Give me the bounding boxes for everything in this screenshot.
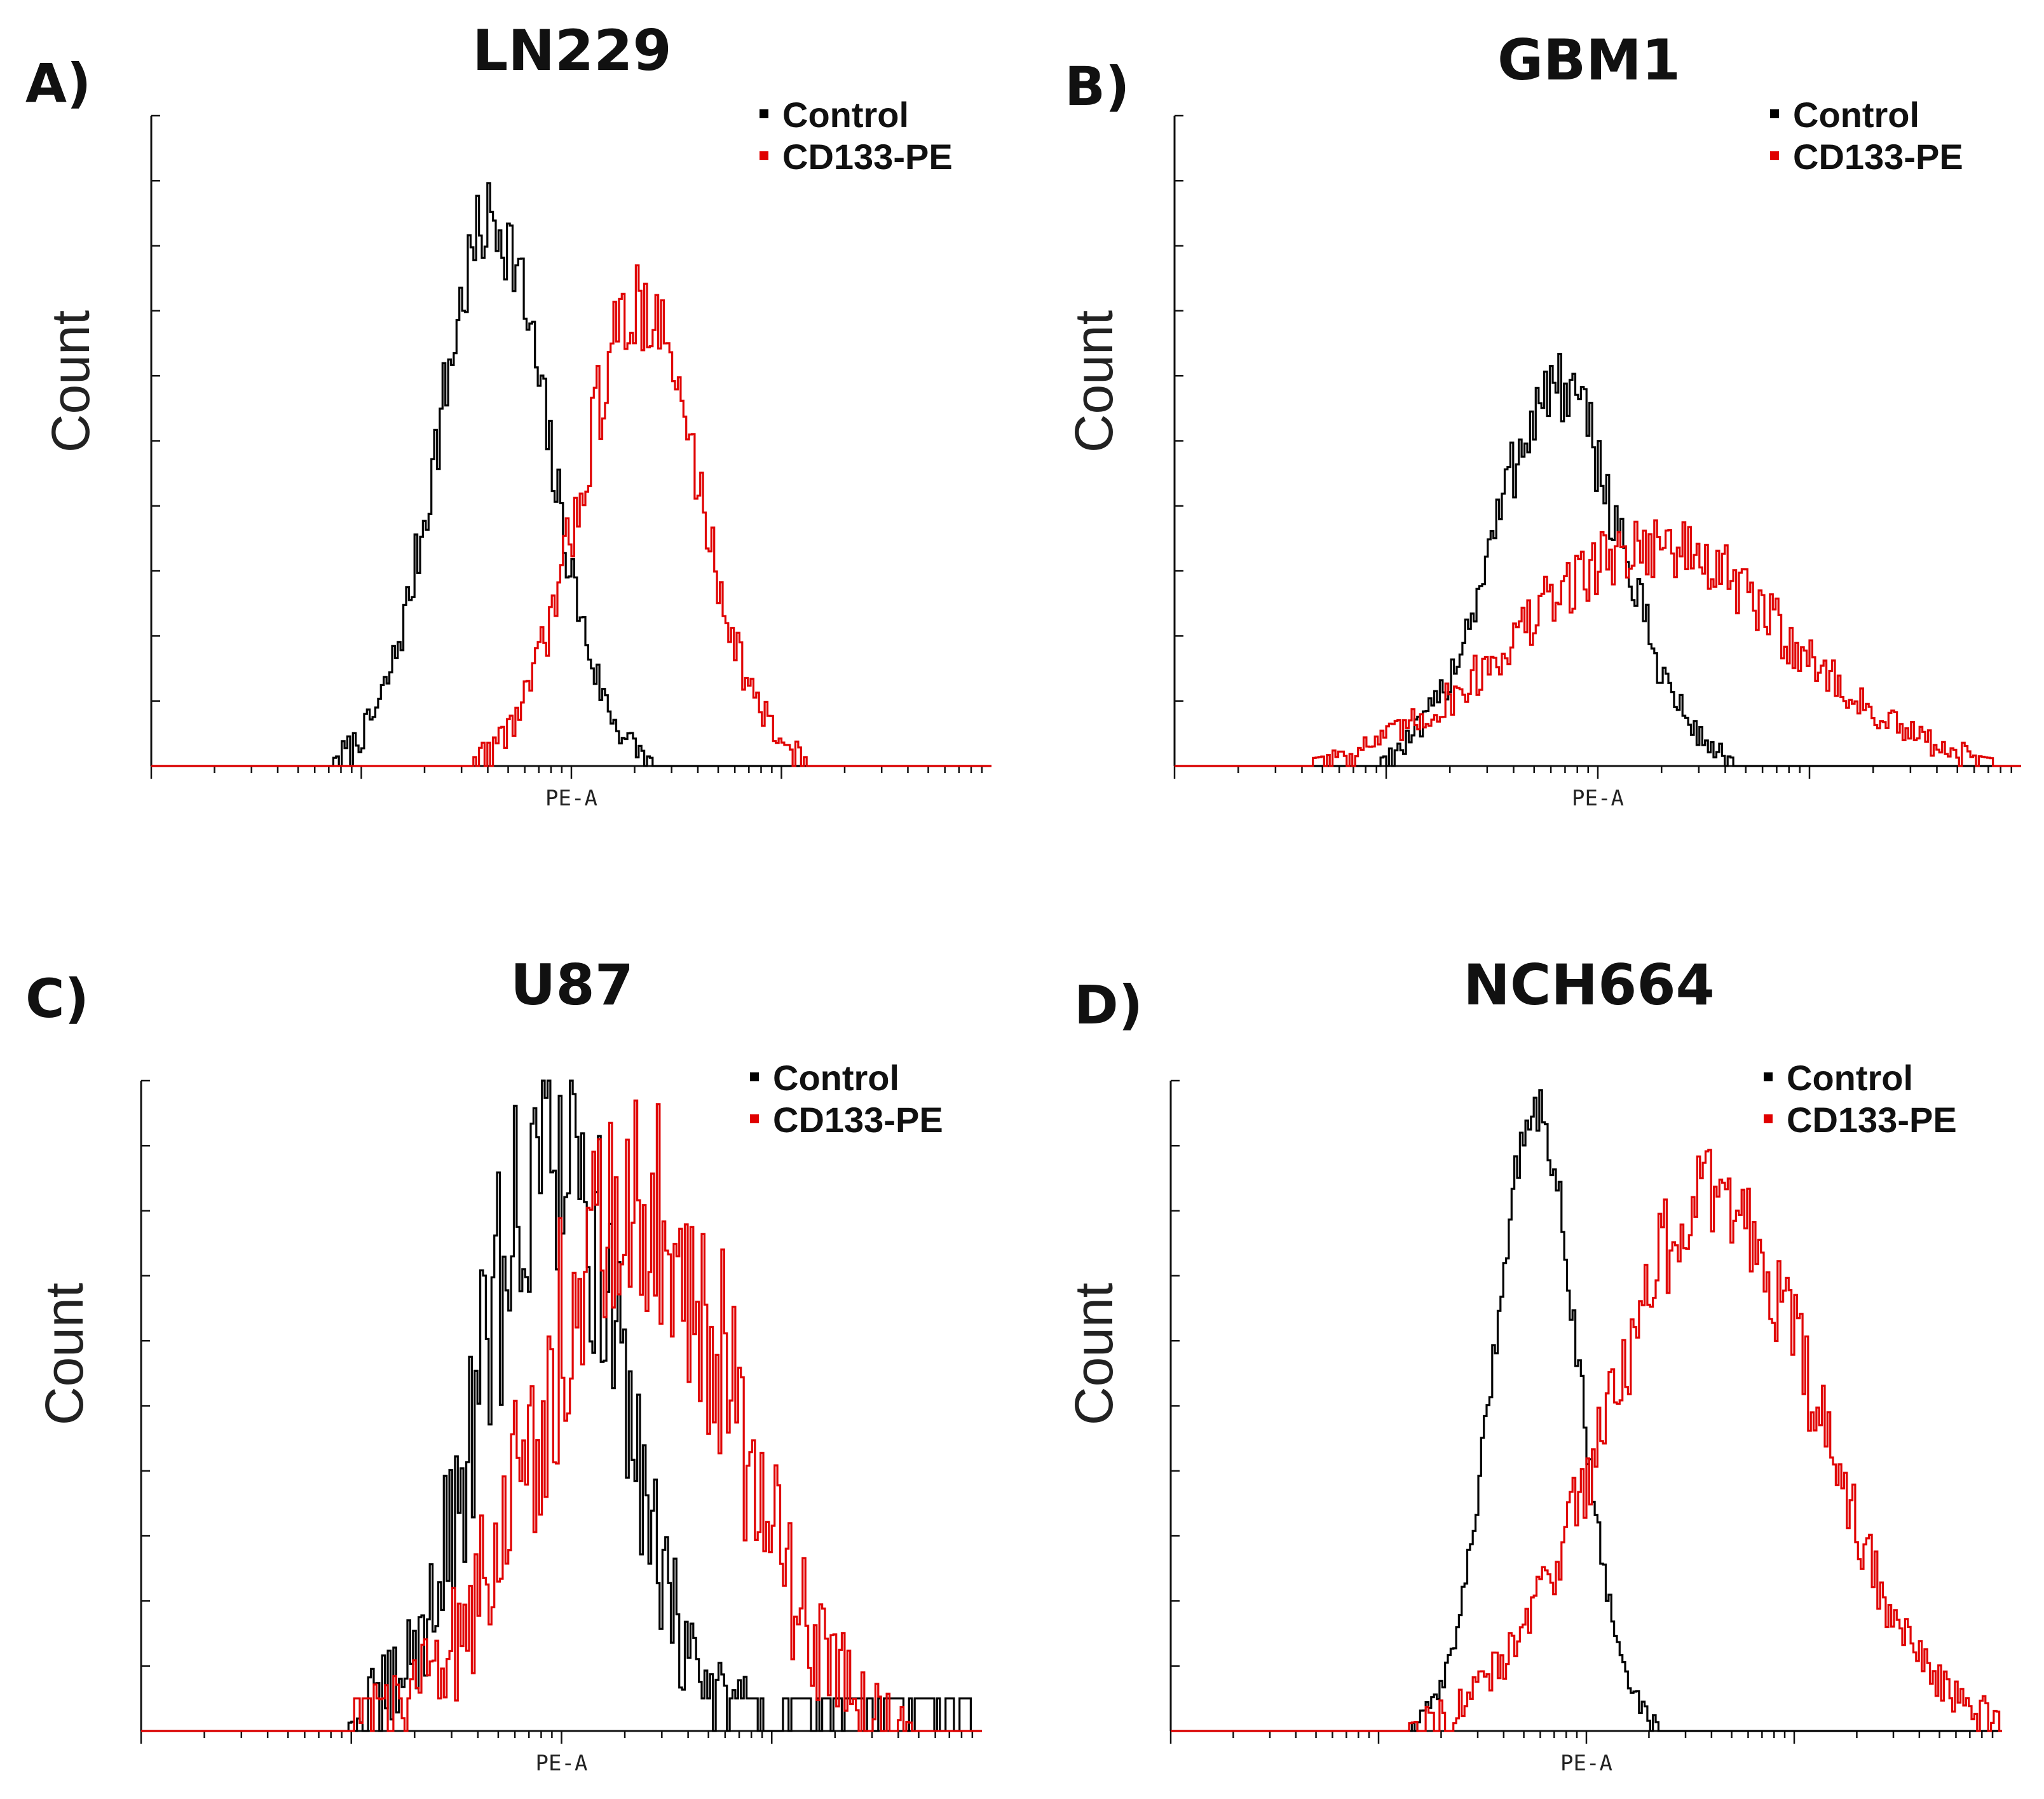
legend-swatch	[760, 109, 768, 118]
chart-title: NCH664	[1463, 952, 1715, 1018]
series-control-histogram	[1171, 1089, 2002, 1732]
legend-label: Control	[773, 1058, 899, 1098]
legend-swatch	[760, 151, 768, 160]
legend-label: CD133-PE	[1787, 1100, 1957, 1140]
series-cd133-pe-histogram	[1171, 1149, 2002, 1732]
series-control-histogram	[1175, 353, 2021, 767]
chart-title: U87	[510, 952, 634, 1018]
chart-title: GBM1	[1497, 27, 1680, 93]
series-cd133-pe-histogram	[1175, 519, 2021, 767]
y-axis-label: Count	[34, 1283, 94, 1425]
legend-label: Control	[1793, 95, 1919, 135]
legend-swatch	[1770, 151, 1779, 160]
y-axis-label: Count	[1064, 1283, 1124, 1425]
y-axis-label: Count	[41, 310, 100, 453]
legend-label: CD133-PE	[773, 1100, 943, 1140]
x-axis-label: PE-A	[1560, 1751, 1612, 1776]
legend-label: CD133-PE	[1793, 137, 1963, 177]
series-cd133-pe-histogram	[141, 1099, 982, 1732]
x-axis-label: PE-A	[1572, 786, 1624, 811]
panel-letter: C)	[25, 968, 89, 1030]
series-control-histogram	[141, 1079, 982, 1732]
panel-letter: B)	[1065, 55, 1129, 118]
legend-label: Control	[782, 95, 909, 135]
x-axis-label: PE-A	[536, 1751, 588, 1776]
panel-letter: A)	[25, 52, 91, 114]
legend-swatch	[1770, 109, 1779, 118]
x-axis-label: PE-A	[545, 786, 597, 811]
legend-swatch	[1764, 1114, 1773, 1123]
legend-swatch	[1764, 1072, 1773, 1081]
legend-swatch	[750, 1114, 759, 1123]
panel-letter: D)	[1074, 974, 1143, 1036]
y-axis-label: Count	[1064, 310, 1124, 453]
series-control-histogram	[151, 182, 991, 767]
chart-title: LN229	[472, 18, 671, 83]
series-cd133-pe-histogram	[151, 264, 991, 767]
legend-swatch	[750, 1072, 759, 1081]
legend-label: CD133-PE	[782, 137, 953, 177]
legend-label: Control	[1787, 1058, 1913, 1098]
